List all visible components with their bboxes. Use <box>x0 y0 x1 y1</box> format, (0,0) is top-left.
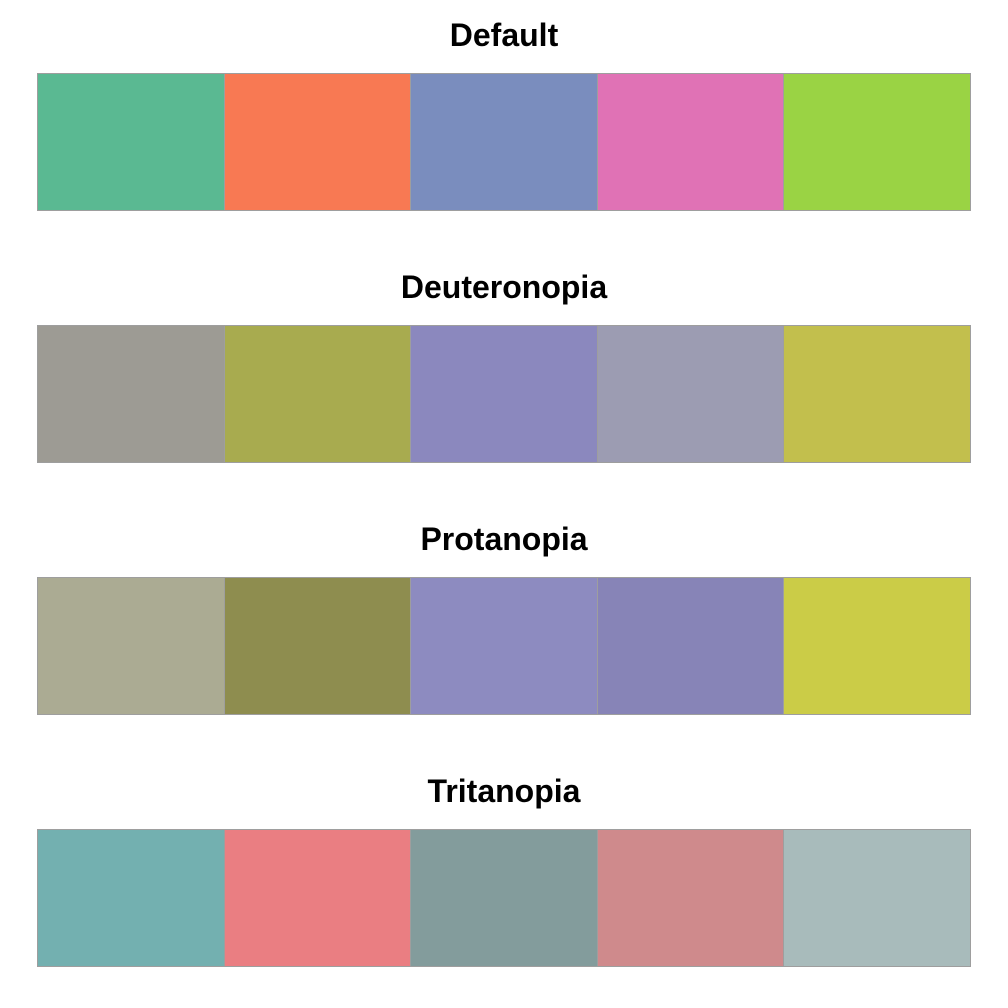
color-swatch <box>411 74 597 210</box>
color-swatch <box>597 74 784 210</box>
color-swatch <box>597 830 784 966</box>
color-swatch <box>38 326 224 462</box>
swatch-row <box>37 829 971 967</box>
color-swatch <box>784 830 970 966</box>
swatch-row <box>37 73 971 211</box>
color-swatch <box>224 74 411 210</box>
color-swatch <box>597 578 784 714</box>
color-swatch <box>784 578 970 714</box>
color-swatch <box>224 830 411 966</box>
palette-title: Default <box>449 17 559 53</box>
palette-title: Protanopia <box>420 521 588 557</box>
color-swatch <box>38 578 224 714</box>
color-swatch <box>411 578 597 714</box>
color-swatch <box>224 578 411 714</box>
color-swatch <box>38 74 224 210</box>
color-swatch <box>411 326 597 462</box>
color-swatch <box>38 830 224 966</box>
palette-title: Deuteronopia <box>400 269 608 305</box>
color-swatch <box>224 326 411 462</box>
color-swatch <box>784 326 970 462</box>
swatch-row <box>37 325 971 463</box>
color-swatch <box>597 326 784 462</box>
color-swatch <box>784 74 970 210</box>
palette-title: Tritanopia <box>427 773 581 809</box>
color-swatch <box>411 830 597 966</box>
swatch-row <box>37 577 971 715</box>
